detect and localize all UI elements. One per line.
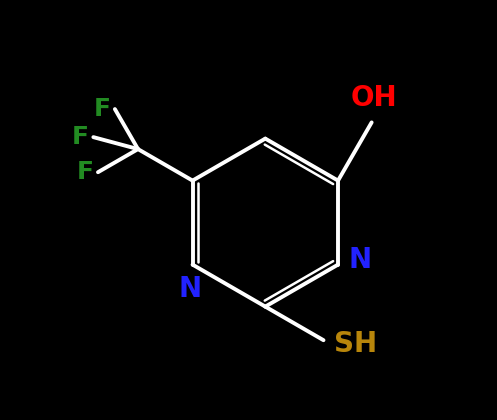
Text: F: F: [72, 125, 89, 149]
Text: N: N: [348, 247, 372, 274]
Text: OH: OH: [350, 84, 397, 112]
Text: N: N: [179, 275, 202, 303]
Text: F: F: [94, 97, 111, 121]
Text: SH: SH: [334, 331, 377, 358]
Text: F: F: [77, 160, 94, 184]
